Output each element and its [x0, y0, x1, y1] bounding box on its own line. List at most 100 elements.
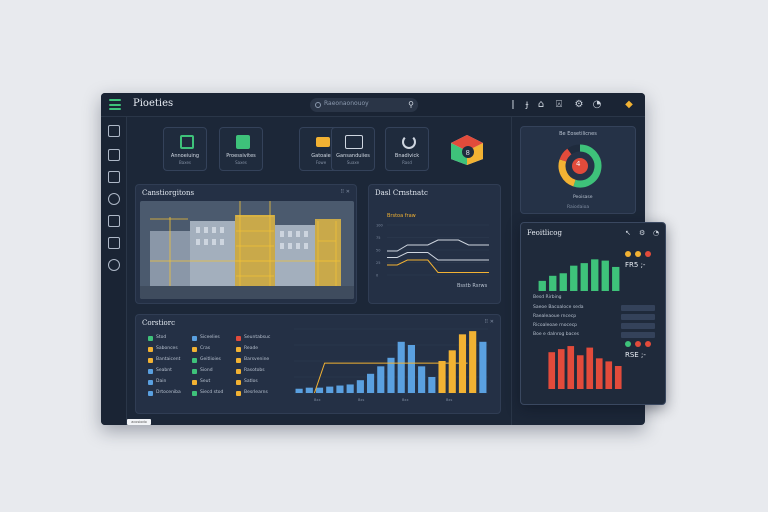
bar — [336, 385, 344, 393]
status-dot-red — [645, 341, 651, 347]
status-dot-yellow — [625, 251, 631, 257]
legend-label: Cras — [200, 346, 211, 351]
popup-stat-2: RSE ;- — [625, 351, 646, 359]
bar — [576, 355, 584, 389]
legend-swatch — [192, 380, 197, 385]
search-filter-icon — [315, 102, 321, 108]
search-input[interactable]: Raeonaonouoy ⚲ — [310, 98, 418, 112]
loading-icon — [402, 135, 416, 149]
panel-tools-icon[interactable]: ⠿ ✕ — [340, 189, 350, 195]
popup-list-row[interactable]: Ricoaleoae rnocecp — [533, 323, 655, 330]
legend-label: Siecd stod — [200, 390, 224, 395]
users-icon[interactable] — [108, 193, 120, 205]
legend-label: Sabonces — [156, 346, 178, 351]
notification-icon[interactable]: ◆ — [625, 99, 633, 110]
status-dot-red — [635, 341, 641, 347]
status-dot-green — [625, 341, 631, 347]
bar — [458, 334, 467, 393]
top-bar: Pioeties Raeonaonouoy ⚲ ǀ ɟ ⌂ ⍓ ⚙ ◔ ◆ — [101, 93, 645, 117]
popup-title: Feoitlicog — [527, 229, 562, 237]
home-icon[interactable]: ⌂ — [537, 99, 545, 110]
legend-swatch — [192, 347, 197, 352]
legend-label: Seuntabsuc — [244, 335, 271, 340]
popup-list-label: Ricoaleoae rnocecp — [533, 323, 578, 328]
bar — [601, 260, 609, 291]
reports-icon[interactable] — [108, 215, 120, 227]
tile-annoeiuing[interactable]: Annoeiuing Baxes — [163, 127, 207, 171]
settings-icon[interactable]: ⚙ — [574, 99, 584, 110]
y-tick-label: 100 — [376, 224, 383, 228]
help-icon[interactable]: ɟ — [525, 99, 529, 110]
donut-footer: Raiodaioa — [567, 205, 590, 210]
popup-list-row[interactable]: Boe e dalnrog baces — [533, 332, 655, 339]
legend-label: Drtoceniba — [156, 390, 181, 395]
red-bar-chart — [548, 346, 622, 389]
legend-swatch — [236, 347, 241, 352]
search-icon[interactable]: ⚲ — [408, 100, 414, 109]
popup-list-bar — [621, 332, 655, 338]
tile-subtitle: Saxes — [235, 160, 247, 165]
bar — [614, 366, 622, 389]
tile-proessivites[interactable]: Proessivites Saxes — [219, 127, 263, 171]
file-icon — [236, 135, 250, 149]
bar — [428, 377, 436, 393]
sidebar — [101, 117, 127, 425]
bar — [591, 259, 599, 291]
green-bar-chart — [538, 259, 620, 291]
donut-center — [572, 158, 588, 174]
popup-list-bar — [621, 323, 655, 329]
tile-bnadivick[interactable]: Bnadivick Rasd — [385, 127, 429, 171]
legend-label: Seabnt — [156, 368, 172, 373]
bar — [479, 341, 487, 393]
clock-icon[interactable] — [108, 259, 120, 271]
popup-list-label: Saeoe Bacoaloce seda — [533, 305, 584, 310]
popup-settings-icon[interactable]: ⚙ — [639, 229, 646, 237]
grid-icon[interactable] — [108, 149, 120, 161]
folder-icon — [316, 137, 330, 147]
legend-swatch — [148, 380, 153, 385]
legend-swatch — [192, 369, 197, 374]
dual-panel-title: Dasl Crnstnatc — [375, 189, 428, 197]
legend-swatch — [148, 347, 153, 352]
legend-label: Besrlearns — [244, 390, 268, 395]
hamburger-menu-icon[interactable] — [109, 99, 121, 110]
tile-gansanduiies[interactable]: Gansanduiies Suaxe — [331, 127, 375, 171]
bar — [356, 380, 364, 393]
series-line — [387, 239, 489, 252]
dashboard-icon[interactable] — [108, 125, 120, 137]
construction-panel: Canstiorgitons ⠿ ✕ — [135, 184, 357, 304]
bar — [397, 341, 405, 393]
bar-chart: Bxx Bxs Bxx Bxs — [294, 328, 488, 402]
projects-icon[interactable] — [108, 171, 120, 183]
bar — [407, 345, 415, 393]
donut-chart — [558, 144, 602, 188]
info-icon[interactable]: ǀ — [511, 99, 515, 110]
popup-close-icon[interactable]: ◔ — [653, 229, 660, 237]
bar — [549, 275, 557, 291]
documents-icon[interactable] — [108, 237, 120, 249]
donut-slice — [559, 148, 572, 162]
legend-swatch — [236, 336, 241, 341]
bar — [559, 273, 567, 291]
user-icon[interactable]: ◔ — [592, 99, 602, 110]
bar — [387, 357, 395, 393]
bar — [469, 331, 477, 393]
popup-list-row[interactable]: Saeoe Bacoaloce seda — [533, 305, 655, 312]
cube-icon[interactable]: 8 — [449, 133, 485, 167]
series-line — [387, 252, 489, 261]
lock-icon[interactable]: ⍓ — [556, 99, 562, 110]
popup-list-row[interactable]: Raealeaoue rncecp — [533, 314, 655, 321]
y-tick-label: 50 — [376, 249, 380, 253]
donut-slice — [573, 144, 602, 188]
popup-pin-icon[interactable]: ↖ — [625, 229, 631, 237]
legend-label: Rasotobs — [244, 368, 265, 373]
monitor-icon — [345, 135, 363, 149]
legend-swatch — [192, 358, 197, 363]
legend-swatch — [148, 358, 153, 363]
legend-swatch — [192, 336, 197, 341]
tile-title: Annoeiuing — [170, 153, 200, 159]
panel-tools-icon[interactable]: ⠿ ✕ — [484, 319, 494, 325]
legend-swatch — [148, 336, 153, 341]
bar — [538, 280, 546, 291]
analytics-popup[interactable]: Feoitlicog ↖ ⚙ ◔ FR5 ;- Besd Rirbing Sae… — [520, 222, 666, 405]
